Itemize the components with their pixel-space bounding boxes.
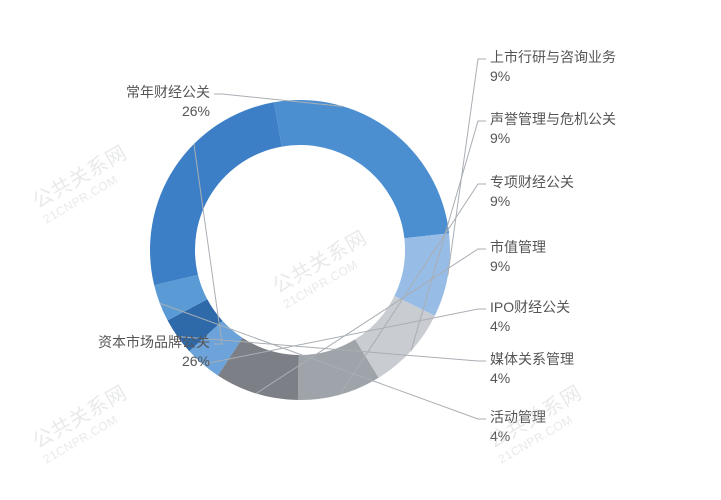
segment-label-name: 常年财经公关 <box>126 83 210 102</box>
segment-label-name: 活动管理 <box>490 408 546 427</box>
segment-label-pct: 9% <box>490 129 616 148</box>
leader-line <box>448 59 486 276</box>
segment-label-name: 声誉管理与危机公关 <box>490 110 616 129</box>
segment-label: 声誉管理与危机公关9% <box>490 110 616 148</box>
segment-label-pct: 26% <box>98 352 210 371</box>
segment-label-name: 资本市场品牌公关 <box>98 333 210 352</box>
segment-label: 资本市场品牌公关26% <box>98 333 210 371</box>
segment-label-name: 媒体关系管理 <box>490 350 574 369</box>
segment-label: 活动管理4% <box>490 408 546 446</box>
segment-label: IPO财经公关4% <box>490 298 570 336</box>
segment-label-name: 市值管理 <box>490 238 546 257</box>
segment-label-pct: 9% <box>490 257 546 276</box>
segment-label-pct: 4% <box>490 369 574 388</box>
segment-label-pct: 4% <box>490 317 570 336</box>
segment-label: 上市行研与咨询业务9% <box>490 48 616 86</box>
segment-label: 专项财经公关9% <box>490 173 574 211</box>
donut-segment <box>274 100 449 238</box>
segment-label-pct: 9% <box>490 192 574 211</box>
segment-label-pct: 9% <box>490 67 616 86</box>
segment-label-pct: 26% <box>126 102 210 121</box>
donut-segment <box>150 102 282 285</box>
donut-chart: 上市行研与咨询业务9%声誉管理与危机公关9%专项财经公关9%市值管理9%IPO财… <box>0 0 721 500</box>
segment-label-pct: 4% <box>490 427 546 446</box>
segment-label: 常年财经公关26% <box>126 83 210 121</box>
segment-label-name: IPO财经公关 <box>490 298 570 317</box>
segment-label: 市值管理9% <box>490 238 546 276</box>
segment-label: 媒体关系管理4% <box>490 350 574 388</box>
segment-label-name: 专项财经公关 <box>490 173 574 192</box>
segment-label-name: 上市行研与咨询业务 <box>490 48 616 67</box>
